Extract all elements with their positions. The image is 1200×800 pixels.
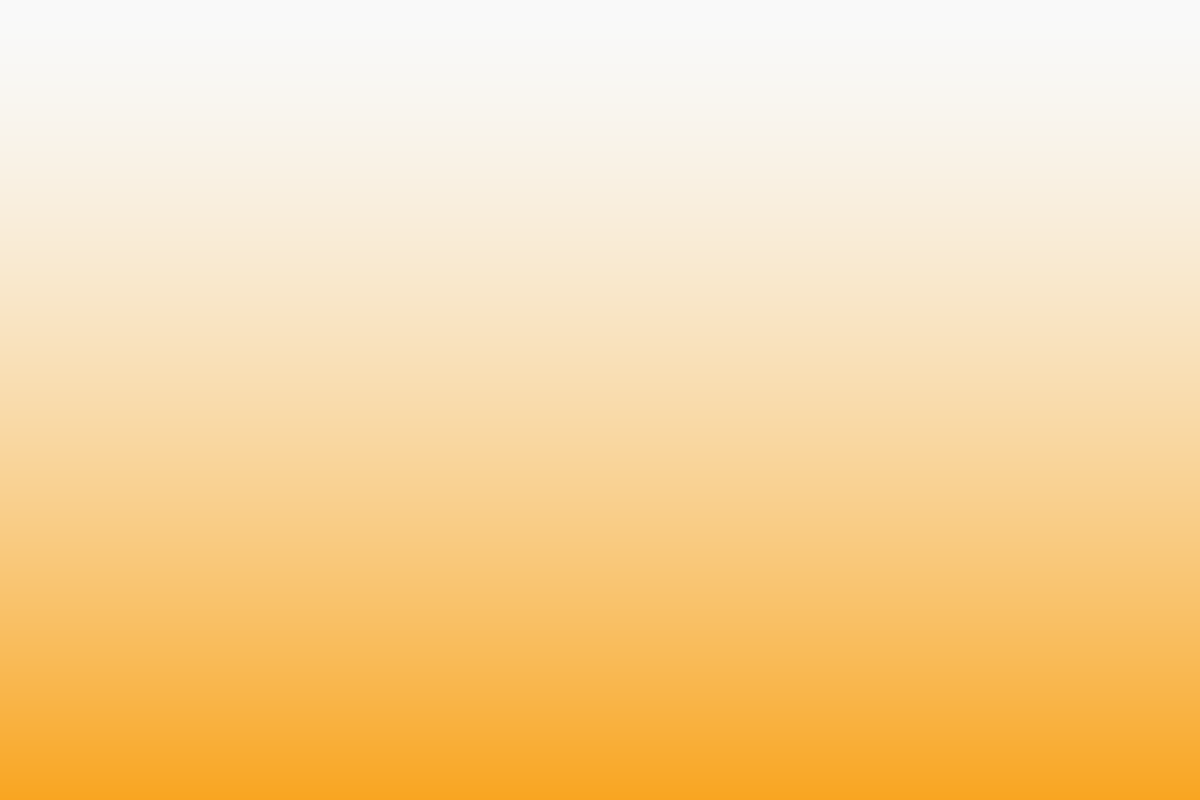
- Text: Intel Pentium: Intel Pentium: [388, 309, 497, 327]
- FancyBboxPatch shape: [46, 578, 1154, 629]
- FancyBboxPatch shape: [46, 192, 1154, 242]
- Text: 400mHz: 400mHz: [388, 208, 456, 226]
- Text: Cache: Cache: [60, 594, 112, 613]
- FancyBboxPatch shape: [46, 478, 1154, 528]
- Circle shape: [82, 719, 85, 722]
- Text: None: None: [388, 258, 431, 277]
- Text: Board flash memory: Board flash memory: [60, 544, 229, 562]
- Text: Permanent 8MB NOR flash: Permanent 8MB NOR flash: [388, 544, 607, 562]
- Text: None: None: [754, 443, 797, 462]
- Text: Architecture: Architecture: [60, 309, 162, 327]
- Text: None: None: [388, 376, 431, 394]
- FancyBboxPatch shape: [46, 343, 1154, 427]
- Text: 8.5cm by 5.6cm by 2.1cm: 8.5cm by 5.6cm by 2.1cm: [754, 645, 970, 663]
- FancyBboxPatch shape: [46, 84, 1154, 679]
- Text: Board dimensions: Board dimensions: [60, 645, 209, 663]
- Text: 11KB: 11KB: [388, 443, 431, 462]
- Text: WELLPCB: WELLPCB: [115, 722, 204, 742]
- FancyBboxPatch shape: [46, 84, 1154, 142]
- Text: Speed: Speed: [60, 208, 112, 226]
- Text: Raspberry Pi: Raspberry Pi: [754, 103, 889, 122]
- FancyBboxPatch shape: [46, 427, 1154, 478]
- Text: None: None: [754, 544, 797, 562]
- Text: 1080p for video and 3.5mm
audio jack: 1080p for video and 3.5mm audio jack: [754, 365, 985, 406]
- FancyBboxPatch shape: [46, 142, 1154, 192]
- FancyBboxPatch shape: [46, 242, 1154, 293]
- Text: 32KB and 128 KB: 32KB and 128 KB: [754, 594, 898, 613]
- Text: GPU: GPU: [60, 258, 95, 277]
- Text: Processor: Processor: [60, 158, 140, 176]
- Text: Real-Time Clock: Real-Time Clock: [60, 494, 192, 512]
- FancyBboxPatch shape: [46, 293, 1154, 343]
- Text: Galileo: Galileo: [388, 103, 460, 122]
- Text: EEPROM: EEPROM: [60, 443, 130, 462]
- Text: 700mHz: 700mHz: [754, 208, 822, 226]
- Text: Intel Quark: Intel Quark: [388, 158, 479, 176]
- Text: None: None: [754, 494, 797, 512]
- Text: ARM1176: ARM1176: [754, 309, 833, 327]
- Text: Video and Audio Support: Video and Audio Support: [60, 376, 266, 394]
- Text: Broadcom: Broadcom: [754, 158, 838, 176]
- Text: 3.3 volts cell: 3.3 volts cell: [388, 494, 493, 512]
- FancyBboxPatch shape: [46, 629, 1154, 679]
- Text: Broadcom processor: Broadcom processor: [754, 258, 923, 277]
- FancyBboxPatch shape: [46, 528, 1154, 578]
- Text: Key Characteristics: Key Characteristics: [60, 103, 265, 122]
- Text: 10cm by 7cm: 10cm by 7cm: [388, 645, 500, 663]
- Text: 16KB: 16KB: [388, 594, 431, 613]
